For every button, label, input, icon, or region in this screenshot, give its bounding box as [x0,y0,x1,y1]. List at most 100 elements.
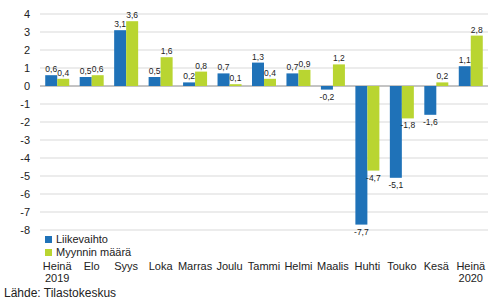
bar [126,21,138,86]
x-tick-label-line: Joulu [216,260,242,272]
x-tick-label: Joulu [216,260,242,272]
y-tick-label: -5 [20,170,30,182]
data-label: 0,4 [57,68,69,78]
x-tick-label-line: Helmi [284,260,312,272]
y-tick-label: -2 [20,116,30,128]
data-labels: 0,60,53,10,50,20,71,30,7-0,2-7,7-5,1-1,6… [45,10,483,236]
bar [333,64,345,86]
chart: -8-7-6-5-4-3-2-1012340,60,53,10,50,20,71… [0,0,493,304]
bar [459,66,471,86]
x-tick-label: Syys [114,260,138,272]
x-tick-label-line: Elo [84,260,100,272]
data-label: -1,8 [401,120,416,130]
x-tick-label-line: Kesä [424,260,450,272]
data-label: -4,7 [366,173,381,183]
data-label: 0,9 [299,59,311,69]
data-label: 1,2 [333,53,345,63]
y-tick-label: 4 [24,8,30,20]
bar [218,73,230,86]
x-tick-label-line: Touko [387,260,416,272]
bar [402,86,414,118]
data-label: 3,1 [114,19,126,29]
bar [161,57,173,86]
data-label: 0,4 [264,68,276,78]
bar [424,86,436,115]
data-label: 0,2 [183,71,195,81]
data-label: -0,2 [320,92,335,102]
grid-line [40,50,488,51]
bar [114,30,126,86]
bar [80,77,92,86]
bar [355,86,367,225]
grid-line [40,122,488,123]
x-tick-label: Huhti [355,260,381,272]
y-tick-label: -6 [20,188,30,200]
data-label: 1,6 [161,46,173,56]
grid-line [40,158,488,159]
bar [471,36,483,86]
y-tick-label: 3 [24,26,30,38]
grid-line [40,14,488,15]
data-label: 0,2 [436,71,448,81]
x-tick-label-line: 2019 [45,272,69,284]
legend-label: Liikevaihto [56,233,108,245]
data-label: 0,5 [149,66,161,76]
data-label: 1,3 [252,52,264,62]
data-label: 0,5 [80,66,92,76]
bar [252,63,264,86]
bar [264,79,276,86]
bar [195,72,207,86]
x-tick-label: Helmi [284,260,312,272]
grid-line [40,176,488,177]
bars [45,21,483,224]
x-tick-label-line: Maalis [317,260,349,272]
y-tick-label: -4 [20,152,30,164]
x-tick-label: Kesä [424,260,450,272]
data-label: 0,6 [45,64,57,74]
y-tick-label: 2 [24,44,30,56]
bar [45,75,57,86]
data-label: -1,6 [423,117,438,127]
x-tick-label-line: Heinä [43,260,73,272]
y-tick-label: 1 [24,62,30,74]
source: Lähde: Tilastokeskus [4,286,116,300]
y-tick-label: -3 [20,134,30,146]
bar [149,77,161,86]
grid-line [40,212,488,213]
bar [57,79,69,86]
x-tick-label-line: Heinä [456,260,486,272]
x-tick-label: Elo [84,260,100,272]
bar [286,73,298,86]
bar [390,86,402,178]
x-tick-label-line: Tammi [248,260,280,272]
x-tick-label-line: Syys [114,260,138,272]
legend-label: Myynnin määrä [56,246,132,258]
grid-line [40,140,488,141]
x-tick-label-line: Loka [149,260,174,272]
data-label: 0,1 [230,73,242,83]
legend-swatch [45,249,52,256]
grid-line [40,230,488,231]
x-tick-label: Touko [387,260,416,272]
y-tick-label: -8 [20,224,30,236]
y-tick-label: 0 [24,80,30,92]
x-tick-label-line: Huhti [355,260,381,272]
x-tick-label-line: Marras [178,260,213,272]
x-tick-label: Loka [149,260,174,272]
data-label: 0,6 [92,64,104,74]
data-label: 1,1 [459,55,471,65]
bar [321,86,333,90]
x-tick-label: Heinä2020 [456,260,486,284]
y-tick-label: -7 [20,206,30,218]
bar [183,82,195,86]
bar [92,75,104,86]
x-tick-label: Marras [178,260,213,272]
y-tick-label: -1 [20,98,30,110]
x-tick-label: Tammi [248,260,280,272]
data-label: 0,8 [195,61,207,71]
x-tick-label-line: 2020 [459,272,483,284]
grid-line [40,104,488,105]
grid-line [40,32,488,33]
bar [298,70,310,86]
grid-line [40,194,488,195]
